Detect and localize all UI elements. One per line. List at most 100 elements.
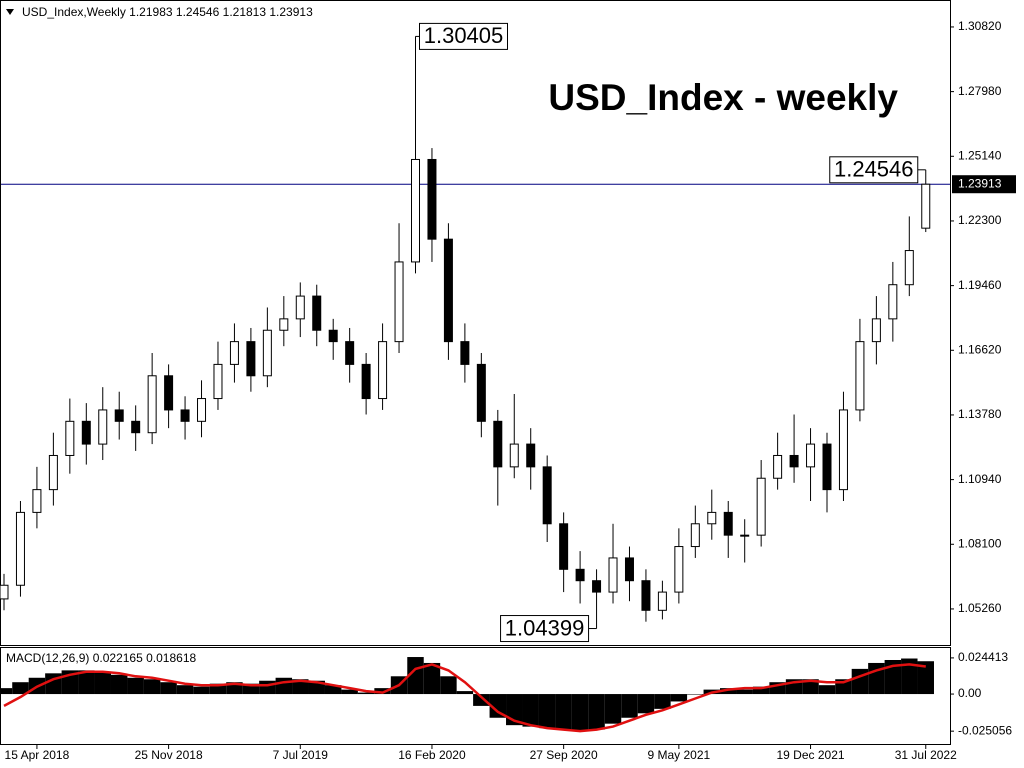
candle-body: [312, 295, 322, 331]
macd-bar: [110, 674, 128, 695]
macd-bar: [341, 689, 358, 695]
macd-bar: [720, 688, 737, 695]
signal-line: [3, 663, 926, 733]
candle-body: [114, 409, 124, 422]
macd-bar: [555, 694, 572, 730]
candle-body: [493, 420, 503, 468]
macd-bar: [193, 686, 210, 695]
macd-bar: [78, 670, 95, 695]
candle-body: [378, 341, 388, 400]
y-tick-label: 1.10940: [958, 472, 1002, 486]
high-value: 1.24546: [176, 5, 220, 19]
candle-body: [542, 466, 552, 525]
low-value: 1.21813: [223, 5, 267, 19]
candle-body: [723, 511, 733, 536]
macd-bar: [176, 685, 194, 695]
macd-bar: [884, 659, 902, 695]
candle-body: [361, 363, 371, 400]
close-value: 1.23913: [269, 5, 313, 19]
candle-body: [888, 284, 898, 320]
macd-bar: [621, 694, 638, 718]
candle-body: [838, 409, 848, 491]
candle-body: [48, 454, 58, 491]
candle-body: [131, 420, 141, 434]
candle-body: [0, 584, 9, 600]
candle-body: [15, 511, 25, 586]
macd-bar: [769, 682, 786, 695]
y-tick-label: 1.08100: [958, 536, 1002, 550]
candle-body: [855, 341, 865, 411]
callout-box: [500, 615, 590, 643]
candle-body: [690, 523, 700, 548]
candle-body: [262, 329, 272, 377]
macd-bar: [94, 671, 111, 695]
macd-bar: [538, 694, 556, 729]
current-price-box: [952, 175, 1016, 194]
macd-bar: [209, 683, 227, 695]
candle-body: [871, 318, 881, 343]
candle-body: [608, 557, 618, 593]
macd-bar: [571, 694, 589, 732]
macd-bar: [489, 694, 507, 718]
macd-bar: [0, 688, 13, 695]
macd-bar: [127, 677, 144, 695]
macd-bar: [818, 685, 836, 695]
candle-body: [394, 261, 404, 343]
candle-body: [229, 341, 239, 365]
macd-bar: [670, 694, 688, 702]
macd-bar: [604, 694, 622, 724]
macd-bar: [802, 679, 819, 695]
candle-body: [411, 158, 420, 263]
candle-body: [213, 363, 223, 400]
y-tick-label: 1.05260: [958, 601, 1002, 615]
y-tick-label: 1.16620: [958, 342, 1002, 356]
macd-bar: [637, 694, 655, 714]
open-value: 1.21983: [129, 5, 173, 19]
y-tick-label: 1.30820: [958, 19, 1002, 33]
candle-body: [773, 454, 783, 479]
macd-bar: [736, 689, 753, 695]
callout-label: 1.30405: [424, 23, 504, 48]
candle-body: [427, 158, 437, 240]
callout-box: [419, 22, 508, 50]
candle-body: [509, 443, 519, 468]
candle-body: [575, 568, 585, 582]
signal-value: 0.018618: [146, 651, 196, 665]
macd-bar: [440, 676, 457, 695]
macd-bar: [851, 668, 869, 695]
macd-bar: [259, 680, 276, 695]
macd-value: 0.022165: [93, 651, 143, 665]
symbol: USD_Index,Weekly: [22, 5, 126, 19]
candle-body: [443, 238, 453, 343]
x-tick-label: 9 May 2021: [648, 748, 711, 762]
candle-body: [279, 318, 289, 331]
y-tick-label: 1.27980: [958, 84, 1002, 98]
x-tick-label: 16 Feb 2020: [398, 748, 466, 762]
y-tick-label: 1.19460: [958, 278, 1002, 292]
y-tick-label: 0.00: [958, 686, 982, 700]
x-tick-label: 15 Apr 2018: [5, 748, 70, 762]
candle-body: [624, 557, 634, 582]
candle-body: [822, 443, 832, 491]
candle-body: [789, 454, 799, 468]
macd-bar: [324, 685, 342, 695]
candle-body: [197, 398, 207, 422]
y-tick-label: -0.025056: [958, 723, 1012, 737]
candle-body: [246, 341, 256, 377]
macd-bar: [473, 694, 490, 706]
candle-body: [740, 534, 750, 537]
candle-body: [98, 409, 108, 445]
chart-header: USD_Index,Weekly 1.21983 1.24546 1.21813…: [22, 5, 313, 19]
macd-bar: [143, 679, 161, 695]
candle-body: [180, 409, 190, 422]
macd-bar: [12, 682, 29, 695]
candle-body: [476, 363, 486, 422]
macd-bar: [752, 686, 770, 695]
macd-bar: [226, 682, 243, 695]
macd-label: MACD(12,26,9): [6, 651, 89, 665]
candle-body: [81, 420, 91, 445]
current-price-label: 1.23913: [958, 176, 1002, 190]
y-tick-label: 1.22300: [958, 213, 1002, 227]
candle-body: [641, 580, 651, 611]
candle-body: [460, 341, 470, 365]
